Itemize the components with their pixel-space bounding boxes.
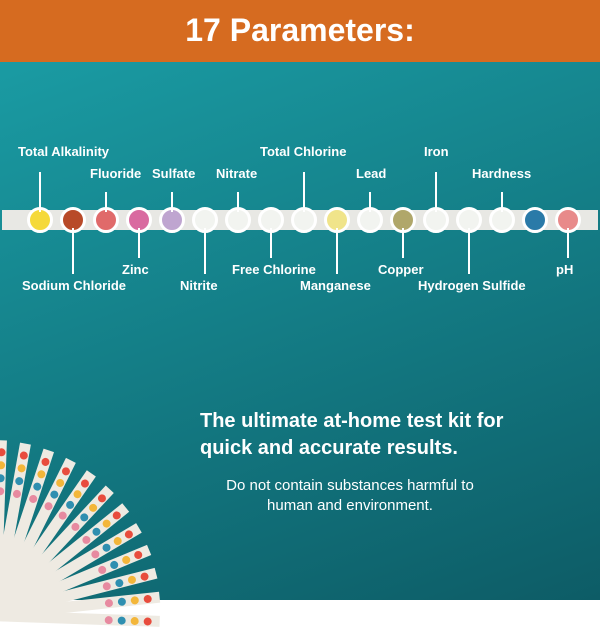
- fan-dot: [79, 478, 90, 489]
- tagline-text: The ultimate at-home test kit for quick …: [200, 408, 520, 462]
- leader-line: [402, 228, 404, 258]
- fan-dot: [131, 616, 139, 624]
- parameter-label: Manganese: [300, 278, 371, 293]
- leader-line: [468, 228, 470, 274]
- fan-dot: [101, 542, 112, 553]
- fan-dot: [140, 571, 150, 581]
- fan-dot: [72, 488, 83, 499]
- leader-line: [567, 228, 569, 258]
- fan-dot: [114, 578, 124, 588]
- test-pad: [522, 207, 548, 233]
- parameter-label: Total Chlorine: [260, 144, 346, 159]
- fan-dot: [32, 481, 42, 491]
- fan-dot: [109, 559, 119, 569]
- parameter-label: pH: [556, 262, 573, 277]
- fan-dot: [64, 499, 75, 510]
- fan-dot: [127, 574, 137, 584]
- fan-dot: [123, 529, 134, 540]
- fan-dot: [101, 518, 112, 529]
- main-area: Total Alkalinity Sodium Chloride Fluoride Z…: [0, 62, 600, 600]
- fan-dot: [78, 511, 89, 522]
- parameter-label: Iron: [424, 144, 449, 159]
- fan-dot: [28, 494, 38, 504]
- fan-dot: [49, 489, 60, 500]
- leader-line: [435, 172, 437, 212]
- leader-line: [72, 228, 74, 274]
- leader-line: [336, 228, 338, 274]
- fan-dot: [80, 534, 91, 545]
- leader-line: [501, 192, 503, 212]
- header-title: 17 Parameters:: [185, 12, 414, 48]
- fan-dot: [69, 521, 80, 532]
- leader-line: [105, 192, 107, 212]
- fan-dot: [14, 476, 23, 485]
- fan-dot: [12, 489, 21, 498]
- parameter-label: Sulfate: [152, 166, 195, 181]
- leader-line: [204, 228, 206, 274]
- fan-dot: [91, 526, 102, 537]
- fan-dot: [90, 548, 101, 559]
- parameter-label: Lead: [356, 166, 386, 181]
- parameter-label: Nitrite: [180, 278, 218, 293]
- fan-dot: [112, 535, 123, 546]
- fan-dot: [117, 597, 126, 606]
- fan-dot: [87, 502, 98, 513]
- parameter-label: Free Chlorine: [232, 262, 316, 277]
- fan-dot: [133, 549, 143, 559]
- fan-dot: [111, 509, 122, 520]
- fan-dot: [16, 464, 25, 473]
- fan-dot: [60, 466, 71, 477]
- parameter-label: Hardness: [472, 166, 531, 181]
- parameter-label: Total Alkalinity: [18, 144, 109, 159]
- fan-dot: [0, 461, 5, 469]
- fan-dot: [143, 594, 152, 603]
- fan-dot: [19, 451, 28, 460]
- fan-dot: [102, 581, 112, 591]
- fan-dot: [0, 448, 5, 456]
- fan-dot: [105, 616, 113, 624]
- fan-strip: [0, 610, 160, 627]
- parameter-label: Copper: [378, 262, 424, 277]
- leader-line: [237, 192, 239, 212]
- fan-dot: [0, 474, 4, 482]
- fan-dot: [40, 457, 50, 467]
- fan-dot: [118, 616, 126, 624]
- parameter-label: Zinc: [122, 262, 149, 277]
- leader-line: [171, 192, 173, 212]
- fan-dot: [0, 487, 4, 495]
- leader-line: [39, 172, 41, 212]
- parameter-label: Hydrogen Sulfide: [418, 278, 526, 293]
- parameter-label: Nitrate: [216, 166, 257, 181]
- fan-dot: [36, 469, 46, 479]
- fan-dot: [144, 617, 152, 625]
- fan-dot: [97, 564, 107, 574]
- leader-line: [270, 228, 272, 258]
- parameter-label: Sodium Chloride: [22, 278, 126, 293]
- fan-dot: [54, 477, 65, 488]
- leader-line: [138, 228, 140, 258]
- subline-text: Do not contain substances harmful to hum…: [220, 476, 480, 517]
- parameter-label: Fluoride: [90, 166, 141, 181]
- fan-dot: [121, 554, 131, 564]
- fan-dot: [96, 492, 107, 503]
- fan-dot: [43, 501, 54, 512]
- leader-line: [369, 192, 371, 212]
- leader-line: [303, 172, 305, 212]
- header-banner: 17 Parameters:: [0, 0, 600, 62]
- fan-dot: [57, 510, 68, 521]
